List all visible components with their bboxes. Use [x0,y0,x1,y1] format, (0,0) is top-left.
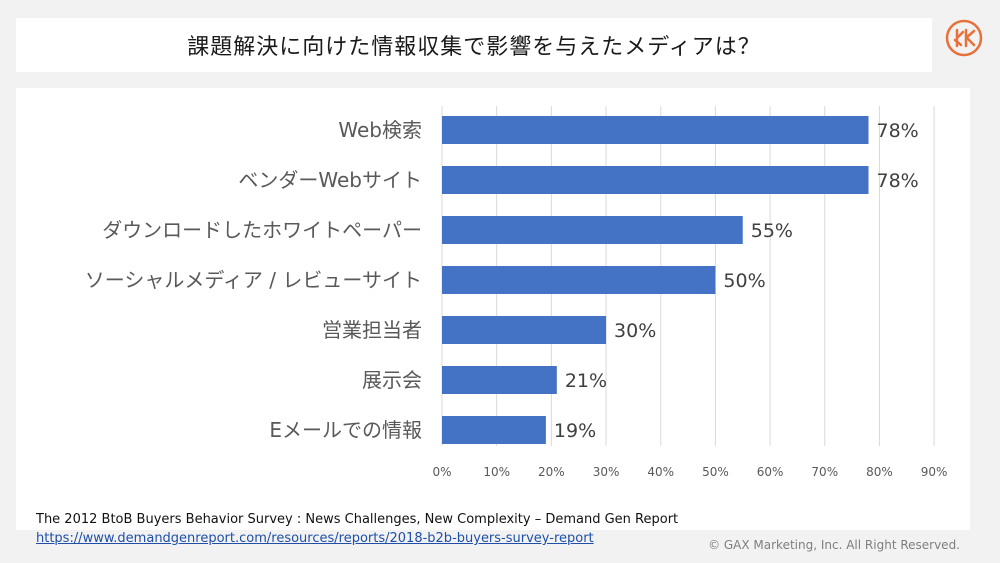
brand-mark-icon [944,18,984,58]
bar [442,316,607,344]
x-tick-label: 20% [538,465,565,479]
x-tick-label: 0% [432,465,451,479]
data-label: 78% [877,170,919,192]
category-label: Web検索 [338,118,422,142]
category-label: ダウンロードしたホワイトペーパー [102,218,422,242]
bar [442,416,546,444]
category-label: ベンダーWebサイト [238,168,422,192]
x-tick-label: 40% [647,465,674,479]
category-label: 展示会 [362,368,422,392]
data-label: 55% [751,220,793,242]
bar-chart: 0% 10% 20% 30% 40% 50% 60% 70% 80% 90% Web検索 78% ベンダ… [85,106,948,479]
x-tick-label: 90% [921,465,948,479]
bar [442,216,743,244]
page-title: 課題解決に向けた情報収集で影響を与えたメディアは？ [187,35,761,60]
category-label: Eメールでの情報 [269,418,422,442]
data-label: 78% [877,120,919,142]
source-link[interactable]: https://www.demandgenreport.com/resource… [36,531,594,546]
x-tick-label: 10% [483,465,510,479]
category-label: 営業担当者 [322,318,422,342]
bar [442,166,869,194]
source-citation: The 2012 BtoB Buyers Behavior Survey : N… [36,512,679,527]
x-tick-label: 30% [593,465,620,479]
title-banner: 課題解決に向けた情報収集で影響を与えたメディアは？ [16,18,932,72]
x-tick-label: 70% [811,465,838,479]
x-tick-label: 80% [866,465,893,479]
data-label: 19% [554,420,596,442]
bar [442,266,716,294]
bar [442,116,869,144]
data-label: 21% [565,370,607,392]
bar [442,366,557,394]
x-tick-label: 50% [702,465,729,479]
data-label: 50% [723,270,765,292]
copyright-notice: © GAX Marketing, Inc. All Right Reserved… [708,538,960,552]
chart-panel: 0% 10% 20% 30% 40% 50% 60% 70% 80% 90% Web検索 78% ベンダ… [16,88,970,530]
x-tick-label: 60% [757,465,784,479]
category-label: ソーシャルメディア / レビューサイト [85,268,422,292]
data-label: 30% [614,320,656,342]
